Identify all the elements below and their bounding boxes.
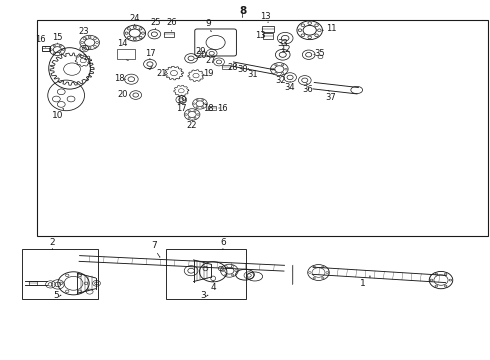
Text: 21: 21 [156, 69, 167, 78]
Text: 4: 4 [210, 283, 216, 292]
Text: 6: 6 [220, 238, 226, 247]
Bar [117, 49, 135, 59]
Text: 28: 28 [228, 63, 239, 72]
Text: 26: 26 [166, 18, 177, 27]
Text: 8: 8 [239, 6, 246, 17]
Bar [42, 46, 50, 50]
Text: 20: 20 [196, 51, 206, 60]
Bar [29, 281, 37, 285]
Text: 19: 19 [203, 69, 213, 78]
Text: 32: 32 [275, 76, 286, 85]
Text: 1: 1 [360, 279, 366, 288]
Text: 10: 10 [52, 111, 64, 120]
Text: 27: 27 [205, 56, 216, 65]
Text: 23: 23 [78, 27, 89, 36]
Text: 13: 13 [260, 12, 271, 21]
Text: 15: 15 [52, 33, 63, 42]
Text: 14: 14 [117, 39, 127, 48]
Bar [263, 33, 273, 39]
Bar [37, 20, 488, 236]
Bar [208, 106, 216, 110]
Text: 33: 33 [277, 39, 288, 48]
Bar [164, 32, 174, 37]
Text: 22: 22 [187, 121, 197, 130]
Text: 3: 3 [200, 291, 206, 300]
Text: 7: 7 [151, 241, 157, 250]
Text: 25: 25 [150, 18, 161, 27]
Text: 35: 35 [315, 49, 325, 58]
Text: 13: 13 [255, 31, 266, 40]
Text: 17: 17 [145, 49, 155, 58]
Text: 12: 12 [280, 45, 291, 54]
Text: 18: 18 [114, 74, 125, 83]
Text: 34: 34 [285, 83, 295, 92]
Text: 36: 36 [302, 85, 313, 94]
Text: 30: 30 [238, 65, 248, 74]
Text: 16: 16 [35, 35, 46, 44]
Text: 9: 9 [205, 19, 211, 28]
Text: 31: 31 [247, 70, 258, 79]
Text: 37: 37 [325, 93, 336, 102]
Text: 17: 17 [176, 104, 187, 113]
Bar [22, 249, 98, 299]
Text: 29: 29 [196, 46, 206, 55]
Text: 19: 19 [176, 96, 187, 105]
Text: 2: 2 [49, 238, 55, 247]
Text: 11: 11 [326, 24, 337, 33]
Text: 18: 18 [203, 104, 214, 113]
Bar [222, 65, 230, 68]
Text: 16: 16 [218, 104, 228, 113]
Bar [166, 249, 246, 299]
Text: 24: 24 [129, 14, 140, 23]
Bar [262, 26, 274, 32]
Text: 20: 20 [118, 90, 128, 99]
Text: 5: 5 [53, 291, 59, 300]
